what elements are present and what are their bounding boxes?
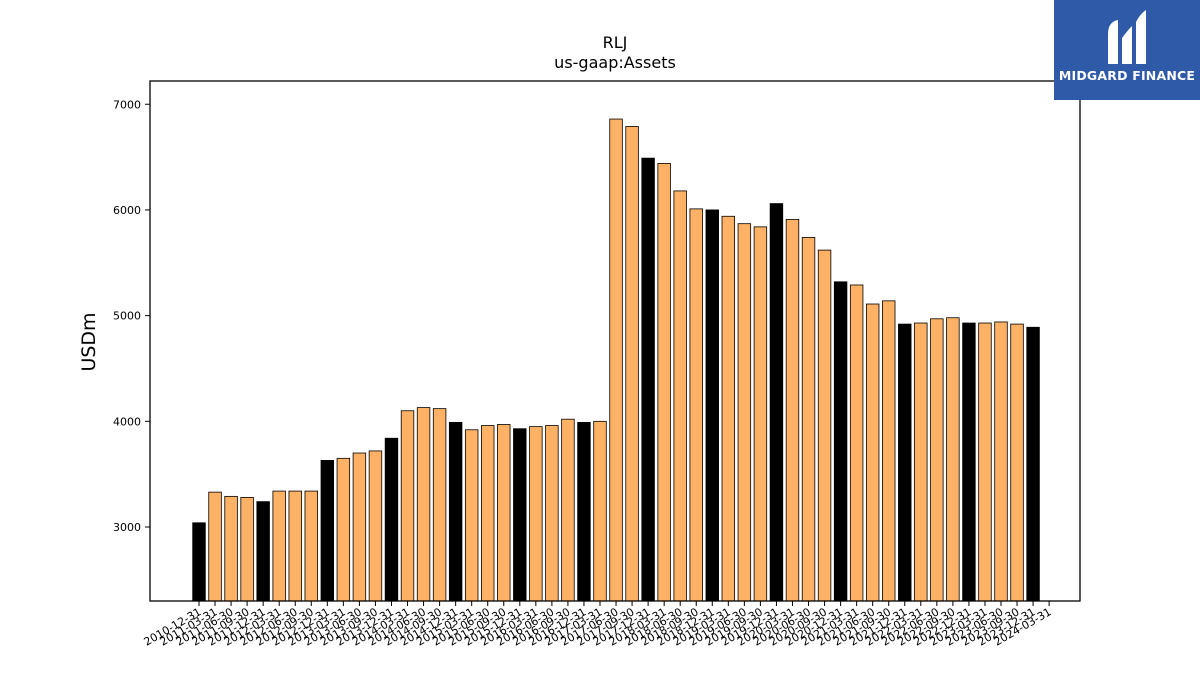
plot-frame [149,80,1081,602]
bar-2011-09-30 [240,497,254,602]
bar-2023-12-31 [1026,326,1040,602]
bars-group [192,118,1040,602]
bar-2013-12-31 [384,437,399,602]
bar-2018-06-30 [673,190,687,602]
bar-2021-12-31 [898,323,912,602]
bar-2023-06-30 [994,321,1008,602]
bar-2020-03-31 [785,219,800,602]
y-tick-label: 7000 [113,98,141,111]
bar-2021-03-31 [849,284,864,602]
bar-2013-03-31 [336,457,351,602]
bar-2013-09-30 [368,450,383,602]
bar-2018-09-30 [689,208,703,602]
y-tick-label: 4000 [113,415,141,428]
bar-2023-03-31 [978,322,992,602]
bar-2022-09-30 [946,317,960,602]
chart-subtitle: us-gaap:Assets [554,53,676,72]
bar-2013-06-30 [352,452,367,602]
bar-2018-03-31 [657,163,671,602]
bar-2019-12-31 [769,203,784,602]
bar-2015-06-30 [481,425,495,602]
bar-2016-09-30 [561,418,575,602]
bar-2020-09-30 [817,249,832,602]
bar-2014-09-30 [432,408,447,602]
bar-2017-09-30 [625,126,639,602]
bar-2020-12-31 [833,281,848,602]
bar-2015-09-30 [497,424,511,602]
bar-2014-12-31 [448,421,463,602]
bar-2019-09-30 [753,226,768,602]
bar-2014-06-30 [416,407,431,602]
y-tick-label: 3000 [113,521,141,534]
bar-2019-03-31 [721,215,736,602]
y-tick-label: 6000 [113,204,141,217]
bar-2018-12-31 [705,209,719,602]
bar-2022-06-30 [930,318,944,602]
bar-2017-06-30 [609,118,623,602]
bar-2010-12-31 [192,522,206,602]
bar-2016-06-30 [545,425,559,602]
x-axis-ticks: 2010-12-312011-03-312011-06-302011-09-30… [142,601,1054,649]
bar-2023-09-30 [1010,323,1024,602]
bar-2022-03-31 [914,322,928,602]
bar-2014-03-31 [400,410,415,602]
bar-2016-12-31 [577,421,591,602]
bar-2017-12-31 [641,157,655,602]
bar-2019-06-30 [737,223,752,602]
y-tick-label: 5000 [113,310,141,323]
logo-mark-icon [1108,10,1146,64]
bar-2012-09-30 [304,490,318,602]
bar-2021-09-30 [882,300,896,602]
bar-2011-06-30 [224,495,238,602]
bar-2015-12-31 [513,428,527,602]
bar-2016-03-31 [529,426,543,602]
bar-2022-12-31 [962,322,976,602]
chart-title: RLJ [603,33,628,52]
logo-text: MIDGARD FINANCE [1058,68,1196,83]
bar-2011-03-31 [208,491,222,602]
midgard-finance-logo: MIDGARD FINANCE [1054,0,1200,100]
bar-2012-03-31 [272,490,286,602]
bar-2015-03-31 [464,429,479,602]
bar-2020-06-30 [801,237,816,602]
bar-2021-06-30 [865,303,880,602]
bar-2017-03-31 [593,420,607,602]
bar-2012-06-30 [288,490,302,602]
bar-2011-12-31 [256,501,270,602]
y-axis-label: USDm [78,312,100,371]
bar-2012-12-31 [320,460,335,602]
y-axis-ticks: 3000 4000 5000 6000 7000 [113,98,150,534]
